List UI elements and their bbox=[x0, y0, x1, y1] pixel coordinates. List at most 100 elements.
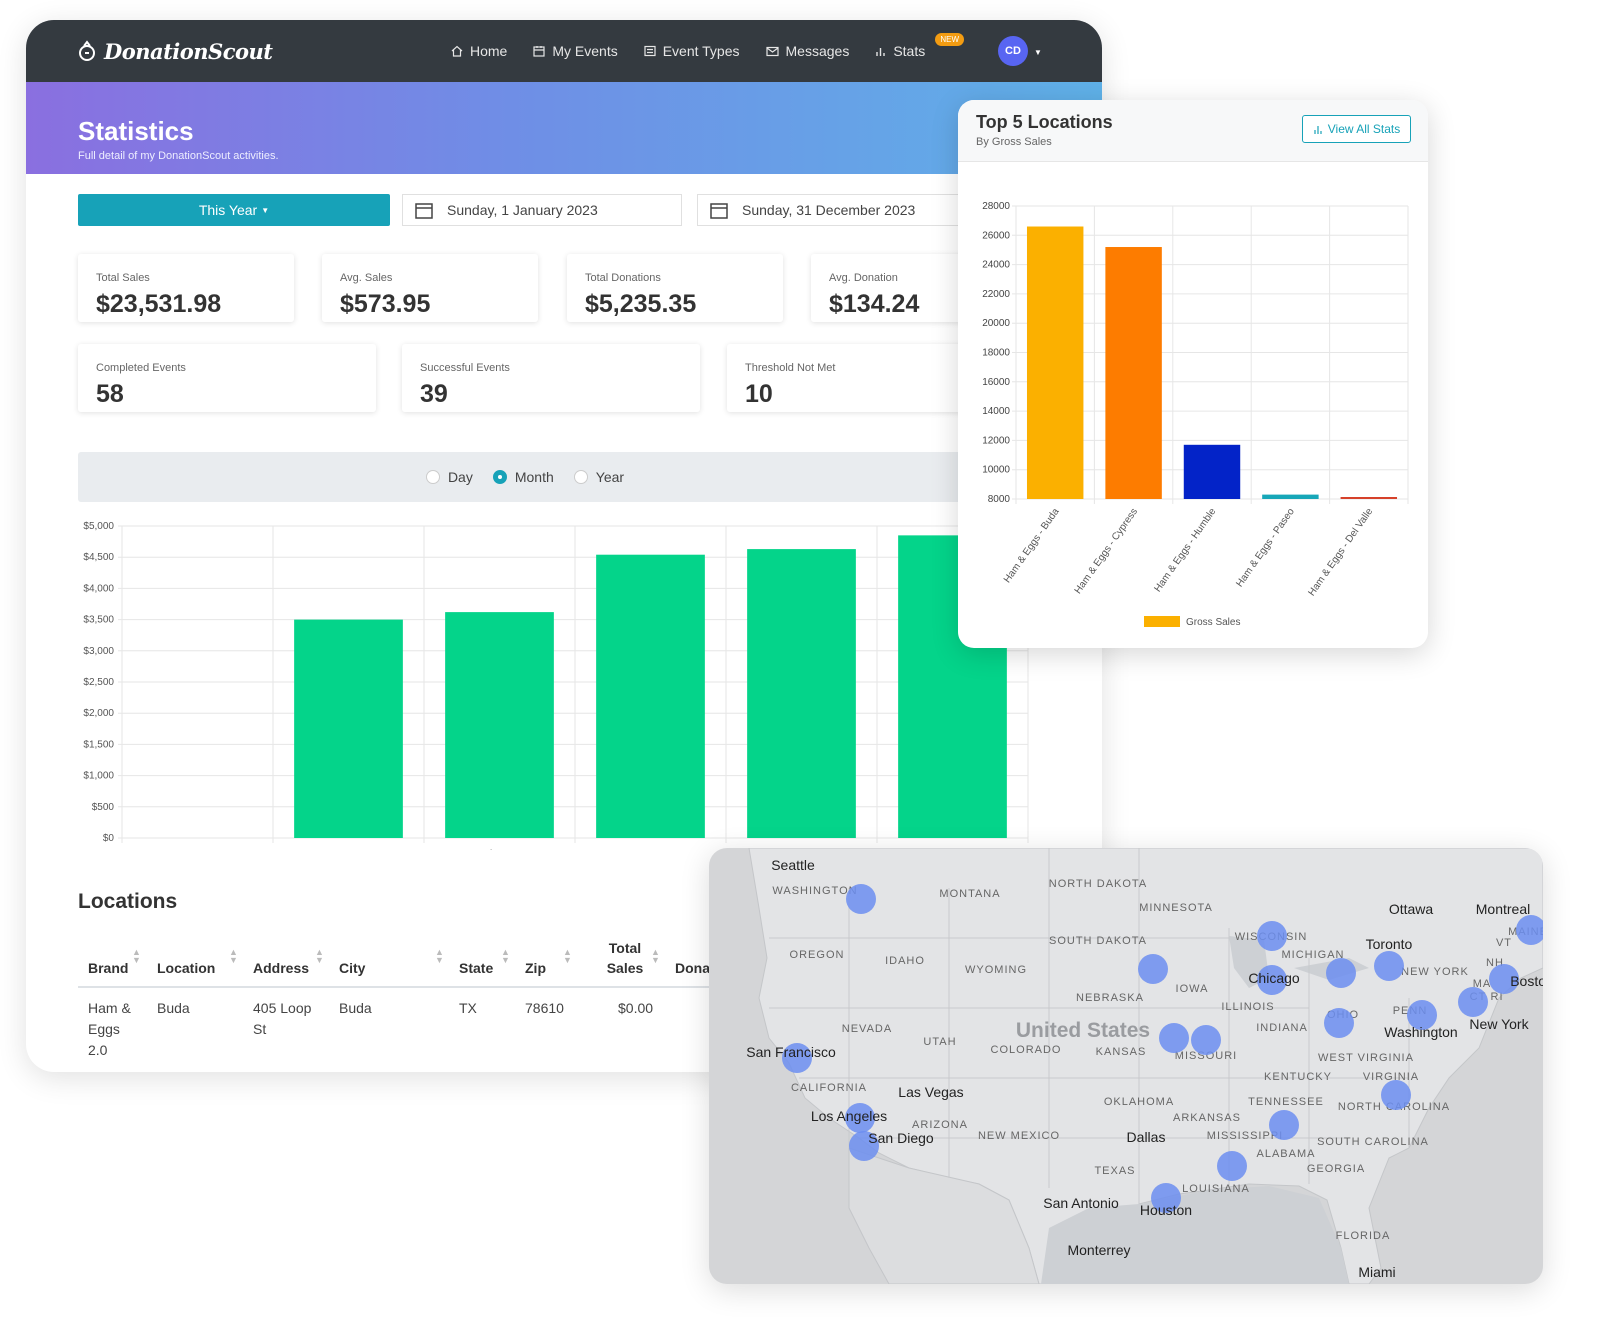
nav-event-types-label: Event Types bbox=[662, 43, 740, 59]
y-tick-label: 12000 bbox=[982, 435, 1010, 446]
radio-month[interactable]: Month bbox=[492, 469, 554, 485]
mexico-landmass bbox=[848, 1147, 1040, 1284]
stat-value: $23,531.98 bbox=[96, 290, 222, 318]
bar[interactable] bbox=[1183, 444, 1241, 499]
nav-stats[interactable]: Stats NEW bbox=[875, 33, 964, 59]
us-map[interactable]: WASHINGTON MONTANA NORTH DAKOTA MINNESOTA OR… bbox=[709, 848, 1543, 1284]
nav-event-types[interactable]: Event Types bbox=[644, 43, 740, 59]
location-marker[interactable] bbox=[1257, 921, 1287, 951]
location-marker[interactable] bbox=[1458, 987, 1488, 1017]
location-marker[interactable] bbox=[1516, 915, 1543, 945]
map-region-label: NORTH DAKOTA bbox=[1049, 878, 1147, 890]
location-marker[interactable] bbox=[1217, 1151, 1247, 1181]
view-all-stats-button[interactable]: View All Stats bbox=[1302, 115, 1411, 143]
bar[interactable] bbox=[747, 549, 856, 838]
bar[interactable] bbox=[1105, 247, 1162, 499]
radio-button-selected[interactable] bbox=[492, 470, 507, 484]
top-locations-card: Top 5 Locations By Gross Sales View All … bbox=[958, 100, 1428, 648]
map-region-label: ARKANSAS bbox=[1173, 1112, 1241, 1124]
x-tick-label: Ham & Eggs - Humble bbox=[1152, 506, 1218, 594]
column-header-city[interactable]: City ▲ ▼ bbox=[339, 947, 444, 977]
map-region-label: MISSOURI bbox=[1175, 1050, 1237, 1062]
map-region-label: WYOMING bbox=[965, 964, 1027, 976]
location-marker[interactable] bbox=[1159, 1023, 1189, 1053]
location-marker[interactable] bbox=[1138, 954, 1168, 984]
location-marker[interactable] bbox=[1269, 1110, 1299, 1140]
stat-value: $573.95 bbox=[340, 290, 431, 318]
radio-button[interactable] bbox=[425, 470, 440, 484]
map-region-label: OKLAHOMA bbox=[1104, 1096, 1174, 1108]
location-marker[interactable] bbox=[1324, 1008, 1354, 1038]
location-marker[interactable] bbox=[846, 884, 876, 914]
start-date-picker[interactable]: Sunday, 1 January 2023 bbox=[402, 194, 682, 226]
statistics-app-window: DonationScout Home My Events Event Types… bbox=[26, 20, 1102, 1072]
map-region-label: INDIANA bbox=[1256, 1022, 1308, 1034]
bar[interactable] bbox=[445, 612, 554, 838]
map-region-label: VIRGINIA bbox=[1363, 1071, 1419, 1083]
bar[interactable] bbox=[1026, 226, 1084, 499]
stat-label: Total Sales bbox=[96, 272, 150, 284]
radio-year[interactable]: Year bbox=[573, 469, 624, 485]
column-header-location[interactable]: Location ▲ ▼ bbox=[157, 947, 238, 977]
column-header-zip[interactable]: Zip ▲ ▼ bbox=[525, 947, 572, 977]
map-region-label: GEORGIA bbox=[1307, 1163, 1365, 1175]
location-marker[interactable] bbox=[1151, 1183, 1181, 1213]
map-city-label: Houston bbox=[1140, 1202, 1192, 1218]
bar[interactable] bbox=[1340, 497, 1398, 499]
map-region-label: MICHIGAN bbox=[1282, 949, 1345, 961]
y-tick-label: $1,500 bbox=[83, 739, 114, 750]
bar[interactable] bbox=[294, 619, 403, 838]
location-marker[interactable] bbox=[1191, 1025, 1221, 1055]
caret-down-icon: ▼ bbox=[261, 205, 270, 215]
y-tick-label: $500 bbox=[92, 802, 115, 813]
location-marker[interactable] bbox=[1489, 964, 1519, 994]
date-range-dropdown[interactable]: This Year ▼ bbox=[78, 194, 390, 226]
brand-logo[interactable]: DonationScout bbox=[78, 34, 273, 68]
nav-home[interactable]: Home bbox=[451, 43, 507, 59]
chart-legend[interactable]: Gross Sales bbox=[1144, 616, 1240, 628]
map-region-label: LOUISIANA bbox=[1182, 1183, 1250, 1195]
location-marker[interactable] bbox=[782, 1043, 812, 1073]
location-marker[interactable] bbox=[845, 1103, 875, 1133]
map-region-label: ARIZONA bbox=[912, 1119, 968, 1131]
location-marker[interactable] bbox=[1381, 1080, 1411, 1110]
card-subtitle: By Gross Sales bbox=[976, 136, 1052, 148]
nav-messages[interactable]: Messages bbox=[765, 43, 849, 59]
y-tick-label: 16000 bbox=[982, 377, 1010, 388]
radio-day[interactable]: Day bbox=[425, 469, 473, 485]
location-marker[interactable] bbox=[1326, 958, 1356, 988]
map-region-label: WASHINGTON bbox=[772, 885, 857, 897]
chevron-down-icon[interactable]: ▼ bbox=[1034, 48, 1042, 57]
map-city-label: Washington bbox=[1384, 1024, 1457, 1040]
user-avatar[interactable]: CD bbox=[998, 36, 1028, 66]
stat-value: $134.24 bbox=[829, 290, 920, 318]
bar[interactable] bbox=[596, 554, 705, 838]
cell-state: TX bbox=[459, 1000, 477, 1016]
location-marker[interactable] bbox=[849, 1131, 879, 1161]
location-marker[interactable] bbox=[1407, 1000, 1437, 1030]
map-city-label: Montreal bbox=[1476, 901, 1530, 917]
locations-map[interactable]: WASHINGTON MONTANA NORTH DAKOTA MINNESOTA OR… bbox=[709, 848, 1543, 1284]
bar[interactable] bbox=[1262, 494, 1319, 499]
map-region-label: NEBRASKA bbox=[1076, 992, 1144, 1004]
nav-my-events[interactable]: My Events bbox=[533, 43, 618, 59]
map-region-label: WEST VIRGINIA bbox=[1318, 1052, 1414, 1064]
x-tick-label: Ham & Eggs - Cypress bbox=[1073, 506, 1140, 596]
cell-zip: 78610 bbox=[525, 1000, 564, 1016]
end-date-picker[interactable]: Sunday, 31 December 2023 bbox=[697, 194, 977, 226]
column-header-total-sales[interactable]: Total Sales ▲ ▼ bbox=[606, 940, 660, 976]
y-tick-label: $3,000 bbox=[83, 646, 114, 657]
radio-label: Month bbox=[514, 469, 554, 485]
sort-icon: ▲ ▼ bbox=[315, 947, 324, 965]
map-city-label: Boston bbox=[1510, 973, 1543, 989]
column-header-state[interactable]: State ▲ ▼ bbox=[459, 947, 510, 977]
location-marker[interactable] bbox=[1257, 965, 1287, 995]
x-tick-label: Feb 2023 bbox=[478, 849, 521, 850]
radio-button[interactable] bbox=[573, 470, 588, 484]
column-header-address[interactable]: Address ▲ ▼ bbox=[253, 947, 324, 977]
column-header-donations[interactable]: Dona bbox=[675, 960, 710, 976]
column-header-brand[interactable]: Brand ▲ ▼ bbox=[88, 947, 141, 977]
map-region-label: IDAHO bbox=[885, 955, 925, 967]
location-marker[interactable] bbox=[1374, 951, 1404, 981]
cell-address: 405 Loop St bbox=[253, 1000, 312, 1037]
